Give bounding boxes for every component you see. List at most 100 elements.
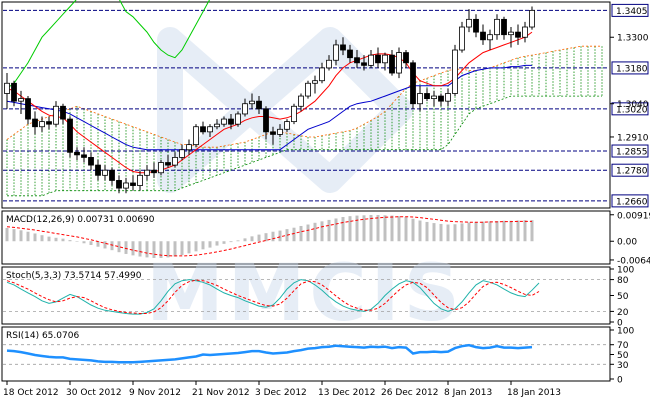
- candle-body: [158, 162, 164, 174]
- macd-bar: [341, 217, 345, 242]
- price-level-box: [611, 3, 649, 17]
- candle: [445, 88, 451, 107]
- candle-body: [459, 26, 465, 51]
- macd-bar: [82, 241, 86, 244]
- macd-bar: [460, 223, 464, 242]
- rsi-title: RSI(14) 65.0706: [6, 331, 79, 341]
- macd-bar: [68, 240, 72, 242]
- macd-bar: [117, 241, 121, 253]
- macd-bar: [145, 241, 149, 258]
- macd-panel: [1, 210, 611, 265]
- candle-body: [305, 82, 311, 97]
- macd-bar: [327, 219, 331, 242]
- candle: [88, 152, 94, 171]
- candle-body: [361, 62, 367, 66]
- x-tick-label: 18 Jan 2013: [507, 388, 561, 398]
- macd-bar: [404, 217, 408, 242]
- candle-body: [25, 98, 31, 120]
- macd-bar: [530, 220, 534, 242]
- price-tick-label: 1.3040: [617, 100, 649, 110]
- candle: [249, 93, 255, 109]
- stoch-panel: [1, 266, 611, 325]
- candle: [158, 159, 164, 176]
- macd-bar: [19, 230, 23, 242]
- price-tick-label: 1.3300: [617, 34, 649, 44]
- macd-bar: [159, 241, 163, 258]
- candle-body: [102, 169, 108, 176]
- macd-bar: [5, 227, 9, 242]
- macd-bar: [292, 227, 296, 242]
- macd-bar: [481, 221, 485, 242]
- candle-body: [144, 169, 150, 176]
- candle: [109, 167, 115, 186]
- price-level-box: [611, 163, 649, 177]
- macd-bar: [208, 241, 212, 248]
- stoch-tick-label: 80: [617, 276, 629, 286]
- x-tick-label: 9 Nov 2012: [129, 388, 181, 398]
- candle: [53, 101, 59, 127]
- candle-body: [431, 95, 437, 100]
- rsi-tick-label: 70: [617, 341, 629, 351]
- candle: [424, 88, 430, 102]
- candle: [4, 73, 10, 109]
- candle-body: [46, 121, 52, 125]
- candle-body: [368, 54, 374, 66]
- macd-tick-label: 0.00: [617, 238, 637, 248]
- candle-body: [109, 169, 115, 181]
- macd-bar: [12, 229, 16, 242]
- watermark-text: MMCIS: [146, 249, 464, 339]
- tenkan-sen: [6, 31, 533, 174]
- candle: [501, 16, 507, 40]
- x-tick-label: 8 Jan 2013: [444, 388, 492, 398]
- price-level-label: 1.3020: [616, 105, 648, 115]
- candle-body: [32, 118, 38, 128]
- candle-body: [298, 95, 304, 107]
- senkou-span-a: [6, 45, 602, 148]
- candle: [46, 116, 52, 130]
- x-tick-label: 21 Nov 2012: [192, 388, 250, 398]
- macd-tick-label: 0.00919: [617, 211, 650, 221]
- price-level-label: 1.3405: [616, 7, 648, 17]
- macd-bar: [467, 222, 471, 242]
- candle: [522, 21, 528, 43]
- macd-tick-label: -0.00649: [617, 256, 650, 266]
- watermark-logo: [157, 27, 413, 193]
- macd-bar: [453, 224, 457, 242]
- macd-bar: [306, 224, 310, 242]
- price-level-label: 1.2660: [616, 197, 648, 207]
- candle-body: [466, 18, 472, 28]
- candle: [193, 124, 199, 148]
- candle-body: [417, 93, 423, 105]
- candle-body: [11, 82, 17, 102]
- candle-body: [130, 182, 136, 186]
- macd-bar: [54, 237, 58, 242]
- macd-bar: [124, 241, 128, 254]
- candle-body: [487, 34, 493, 41]
- candle-body: [186, 144, 192, 151]
- candle-body: [256, 100, 262, 110]
- candle: [60, 103, 66, 125]
- candle-body: [424, 93, 430, 100]
- candle-body: [515, 31, 521, 38]
- macd-bar: [523, 220, 527, 242]
- candle: [116, 175, 122, 194]
- macd-bar: [264, 233, 268, 242]
- candle: [340, 37, 346, 56]
- candle: [165, 154, 171, 168]
- candle-body: [200, 126, 206, 133]
- macd-bar: [243, 238, 247, 242]
- candle: [333, 39, 339, 66]
- price-level-label: 1.2855: [616, 148, 648, 158]
- price-level-box: [611, 102, 649, 116]
- candle-body: [270, 131, 276, 135]
- macd-bar: [33, 233, 37, 242]
- candle-body: [39, 121, 45, 128]
- stoch-k-line: [6, 279, 540, 315]
- macd-bar: [229, 241, 233, 243]
- macd-bar: [355, 215, 359, 242]
- macd-bar: [397, 216, 401, 242]
- candle-body: [67, 118, 73, 153]
- candle: [480, 24, 486, 45]
- candle: [396, 47, 402, 79]
- candle: [277, 124, 283, 137]
